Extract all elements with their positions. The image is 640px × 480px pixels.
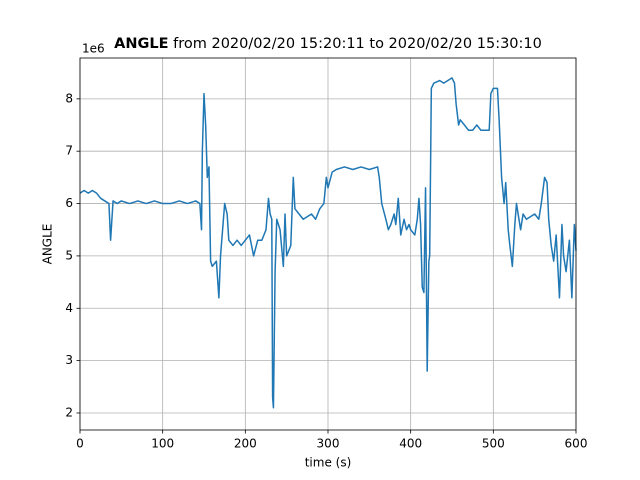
chart-title: ANGLE from 2020/02/20 15:20:11 to 2020/0… [114, 36, 542, 52]
x-tick-label: 600 [565, 437, 588, 451]
y-tick-label: 2 [65, 405, 73, 419]
y-tick-label: 5 [65, 248, 73, 262]
x-tick-label: 500 [482, 437, 505, 451]
x-tick-label: 400 [399, 437, 422, 451]
y-tick-label: 6 [65, 196, 73, 210]
data-line [79, 77, 577, 409]
y-tick-label: 7 [65, 144, 73, 158]
x-tick-label: 300 [317, 437, 340, 451]
offset-label: 1e6 [82, 42, 105, 56]
title-bold: ANGLE [114, 36, 168, 52]
x-axis-label: time (s) [305, 456, 352, 470]
plot-frame [79, 57, 577, 431]
y-tick-label: 4 [65, 301, 73, 315]
x-tick-label: 200 [234, 437, 257, 451]
y-tick-label: 8 [65, 91, 73, 105]
y-tick-label: 3 [65, 353, 73, 367]
y-axis-label: ANGLE [41, 224, 55, 265]
x-tick-label: 100 [151, 437, 174, 451]
x-tick-label: 0 [76, 437, 84, 451]
title-rest: from 2020/02/20 15:20:11 to 2020/02/20 1… [173, 36, 542, 52]
